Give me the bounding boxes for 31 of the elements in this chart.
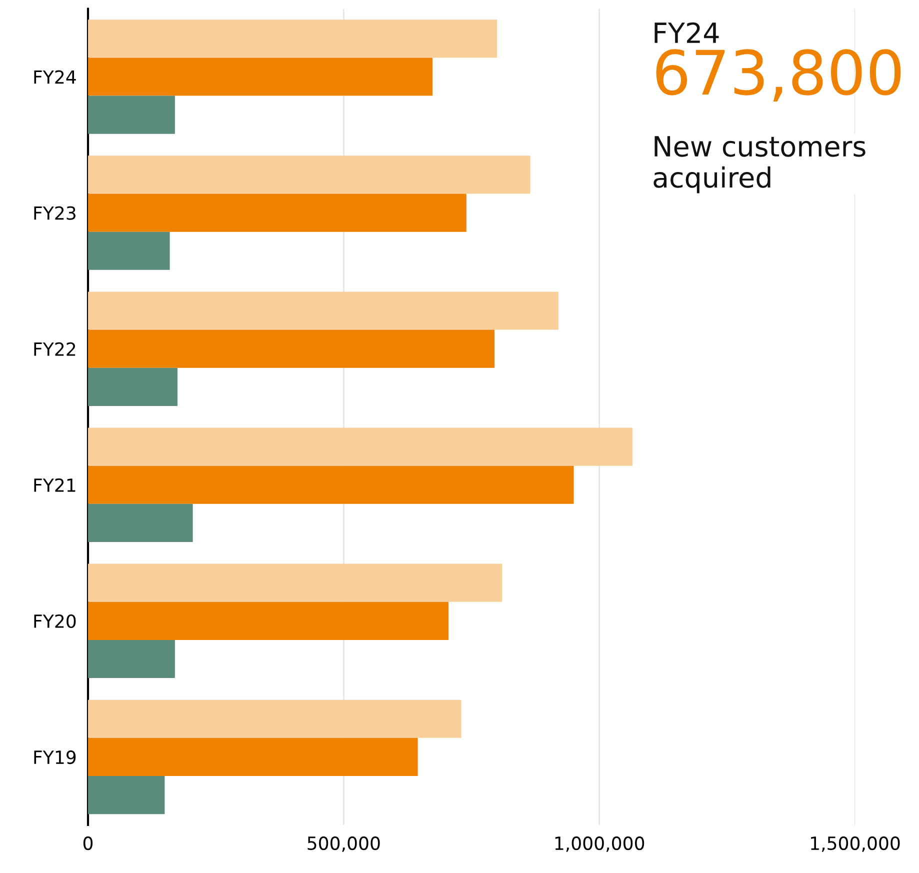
bar xyxy=(88,428,633,466)
bar xyxy=(88,232,170,270)
bar xyxy=(88,776,165,814)
bar xyxy=(88,292,558,330)
bar xyxy=(88,504,193,542)
x-tick-label: 1,500,000 xyxy=(811,836,900,852)
bar xyxy=(88,194,466,232)
annotation: FY24 xyxy=(654,22,719,43)
bar xyxy=(88,564,502,602)
annotation: New customers acquired xyxy=(654,136,866,194)
bar xyxy=(88,602,448,640)
y-tick-label: FY21 xyxy=(34,478,76,492)
bar xyxy=(88,640,175,678)
bar xyxy=(88,466,574,504)
y-tick-label: FY20 xyxy=(34,614,76,628)
annotation: 673,800 xyxy=(656,49,901,102)
y-tick-label: FY19 xyxy=(34,750,76,764)
y-tick-label: FY24 xyxy=(34,70,76,84)
bar xyxy=(88,738,418,776)
x-tick-label: 500,000 xyxy=(308,836,380,852)
bar xyxy=(88,20,498,58)
bar xyxy=(88,368,178,406)
bar xyxy=(88,58,433,96)
x-tick-label: 0 xyxy=(83,836,93,850)
bar xyxy=(88,330,495,368)
y-tick-label: FY23 xyxy=(34,206,76,220)
y-tick-label: FY22 xyxy=(34,342,76,356)
bar xyxy=(88,156,530,194)
bar xyxy=(88,700,462,738)
bar xyxy=(88,96,175,134)
x-tick-label: 1,000,000 xyxy=(555,836,644,852)
